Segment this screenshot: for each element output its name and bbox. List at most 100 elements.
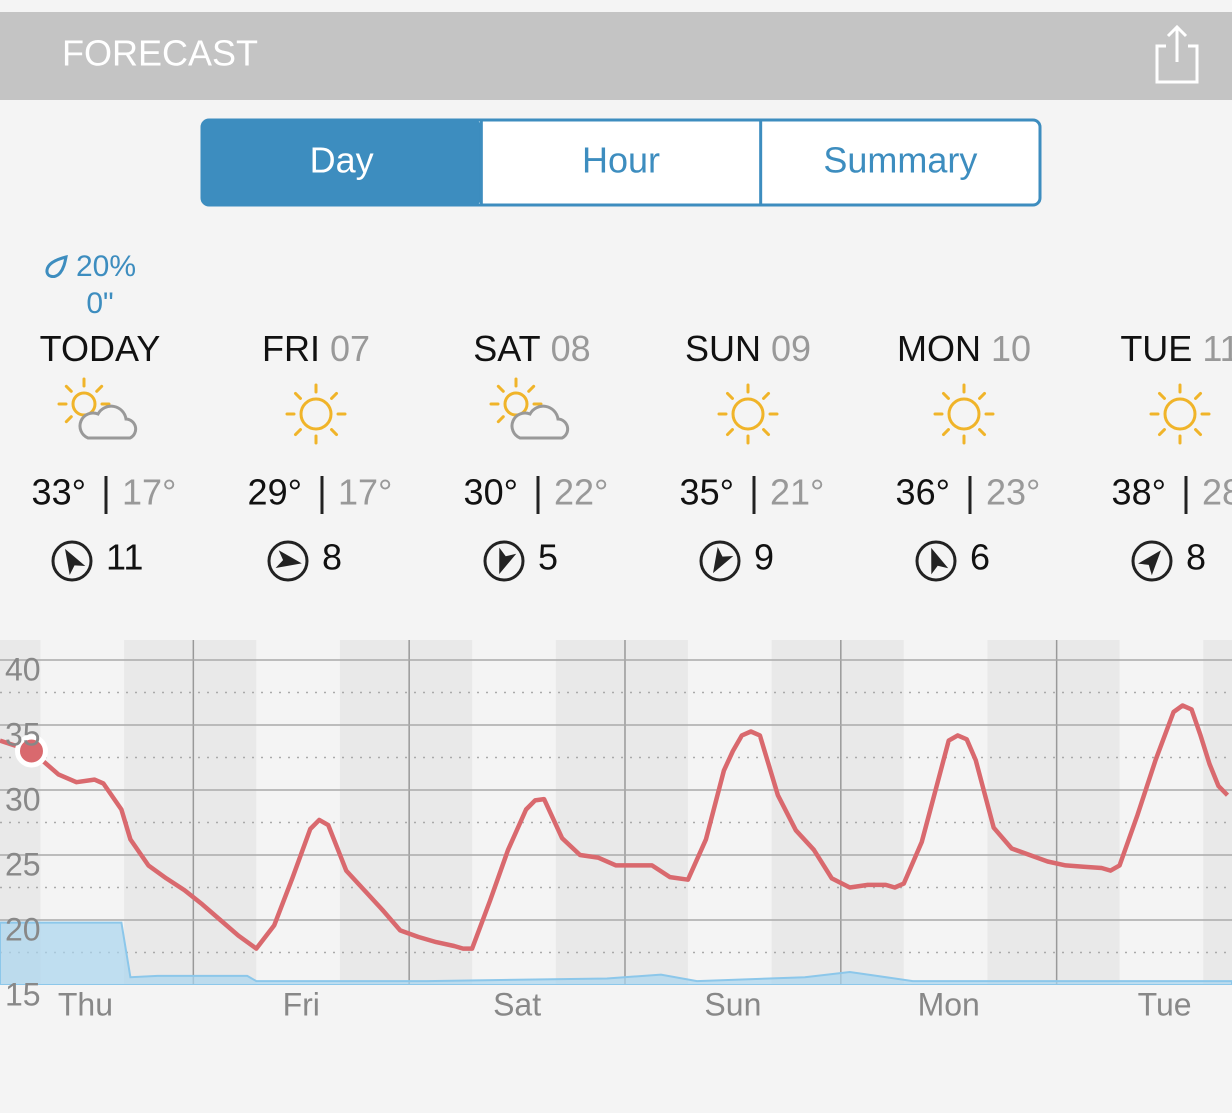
sun-ray	[941, 428, 950, 437]
day-name: TODAY	[40, 328, 161, 369]
wind-speed: 11	[106, 537, 143, 578]
x-tick-label: Thu	[58, 986, 113, 1022]
precip-chance: 20%	[76, 250, 136, 283]
x-tick-label: Sat	[493, 986, 541, 1022]
sun-ray	[496, 384, 505, 393]
sun-ray	[725, 428, 734, 437]
low-temp: 17°	[338, 472, 392, 513]
cloud	[510, 404, 570, 440]
wind-speed: 8	[1186, 537, 1206, 578]
low-temp: 21°	[770, 472, 824, 513]
y-tick-label: 30	[5, 781, 41, 817]
day-name: SAT	[473, 328, 540, 369]
precip-area	[0, 921, 1232, 985]
y-tick-label: 35	[5, 716, 41, 752]
sun	[1163, 397, 1197, 431]
high-temp: 33°	[32, 472, 86, 513]
day-date: 10	[991, 328, 1031, 369]
sun-ray	[330, 391, 339, 400]
day-title: SUN 09	[685, 328, 811, 369]
low-temp: 17°	[122, 472, 176, 513]
day-title: MON 10	[897, 328, 1031, 369]
drop-icon	[45, 254, 68, 279]
sun-ray	[978, 391, 987, 400]
day-name: FRI	[262, 328, 320, 369]
night-band	[1203, 640, 1232, 985]
day[interactable]: SAT 08 30° 22° 5	[464, 328, 609, 582]
precip-amount: 0"	[86, 287, 113, 320]
sun-ray	[725, 391, 734, 400]
high-temp: 29°	[248, 472, 302, 513]
wind-icon	[267, 540, 309, 582]
wind-speed: 8	[322, 537, 342, 578]
tab[interactable]: Summary	[823, 140, 977, 181]
wind-icon	[1131, 540, 1173, 582]
sun-ray	[64, 384, 73, 393]
wind-arrow	[1138, 550, 1161, 576]
tab-selected	[202, 120, 482, 205]
tab[interactable]: Day	[310, 140, 374, 181]
sun	[731, 397, 765, 431]
sun	[947, 397, 981, 431]
sun-ray	[1194, 391, 1203, 400]
day[interactable]: FRI 07 29° 17° 8	[248, 328, 393, 582]
high-temp: 36°	[896, 472, 950, 513]
sun-ray	[1157, 428, 1166, 437]
header-bar	[0, 12, 1232, 100]
high-temp: 35°	[680, 472, 734, 513]
day-name: SUN	[685, 328, 761, 369]
y-tick-label: 20	[5, 911, 41, 947]
wind-arrow	[65, 548, 86, 576]
sun-ray	[293, 428, 302, 437]
night-band	[124, 640, 257, 985]
wind-icon	[915, 540, 957, 582]
low-temp: 28°	[1202, 472, 1232, 513]
share-icon[interactable]	[1155, 24, 1199, 84]
sun	[299, 397, 333, 431]
cloud	[78, 404, 138, 440]
day-date: 09	[771, 328, 811, 369]
day[interactable]: SUN 09 35° 21° 9	[680, 328, 825, 582]
day-title: FRI 07	[262, 328, 370, 369]
plot-area	[0, 640, 1232, 985]
current-point	[14, 734, 48, 768]
day-title: TODAY	[40, 328, 161, 369]
sun-ray	[330, 428, 339, 437]
tab[interactable]: Hour	[582, 140, 660, 181]
wind-speed: 6	[970, 537, 990, 578]
x-tick-label: Tue	[1138, 986, 1192, 1022]
tab-bar: Day Hour Summary	[200, 118, 1042, 207]
night-band	[771, 640, 904, 985]
day-list: 20% 0" TODAY 33° 17° 11 FRI 07 29° 17° 8 SAT 08 30° 22…	[32, 250, 1232, 582]
day-title: SAT 08	[473, 328, 590, 369]
day[interactable]: MON 10 36° 23° 6	[896, 328, 1041, 582]
day-name: MON	[897, 328, 981, 369]
sun-ray	[941, 391, 950, 400]
y-tick-label: 25	[5, 846, 41, 882]
sun-ray	[762, 428, 771, 437]
wind-speed: 5	[538, 537, 558, 578]
sun-ray	[762, 391, 771, 400]
night-band	[987, 640, 1120, 985]
x-tick-label: Sun	[704, 986, 761, 1022]
wind-arrow	[499, 547, 517, 575]
wind-icon	[483, 540, 525, 582]
temperature-line	[0, 703, 1230, 951]
night-band	[555, 640, 688, 985]
header-title: FORECAST	[62, 33, 258, 74]
sun-ray	[978, 428, 987, 437]
high-temp: 38°	[1112, 472, 1166, 513]
y-tick-label: 40	[5, 651, 41, 687]
low-temp: 23°	[986, 472, 1040, 513]
day-date: 11	[1202, 328, 1232, 369]
night-band	[339, 640, 473, 985]
sun-ray	[293, 391, 302, 400]
day-title: TUE 11	[1120, 328, 1232, 369]
wind-arrow	[275, 550, 302, 568]
day[interactable]: TODAY 33° 17° 11	[32, 328, 177, 582]
sun-ray	[1157, 391, 1166, 400]
wind-speed: 9	[754, 537, 774, 578]
